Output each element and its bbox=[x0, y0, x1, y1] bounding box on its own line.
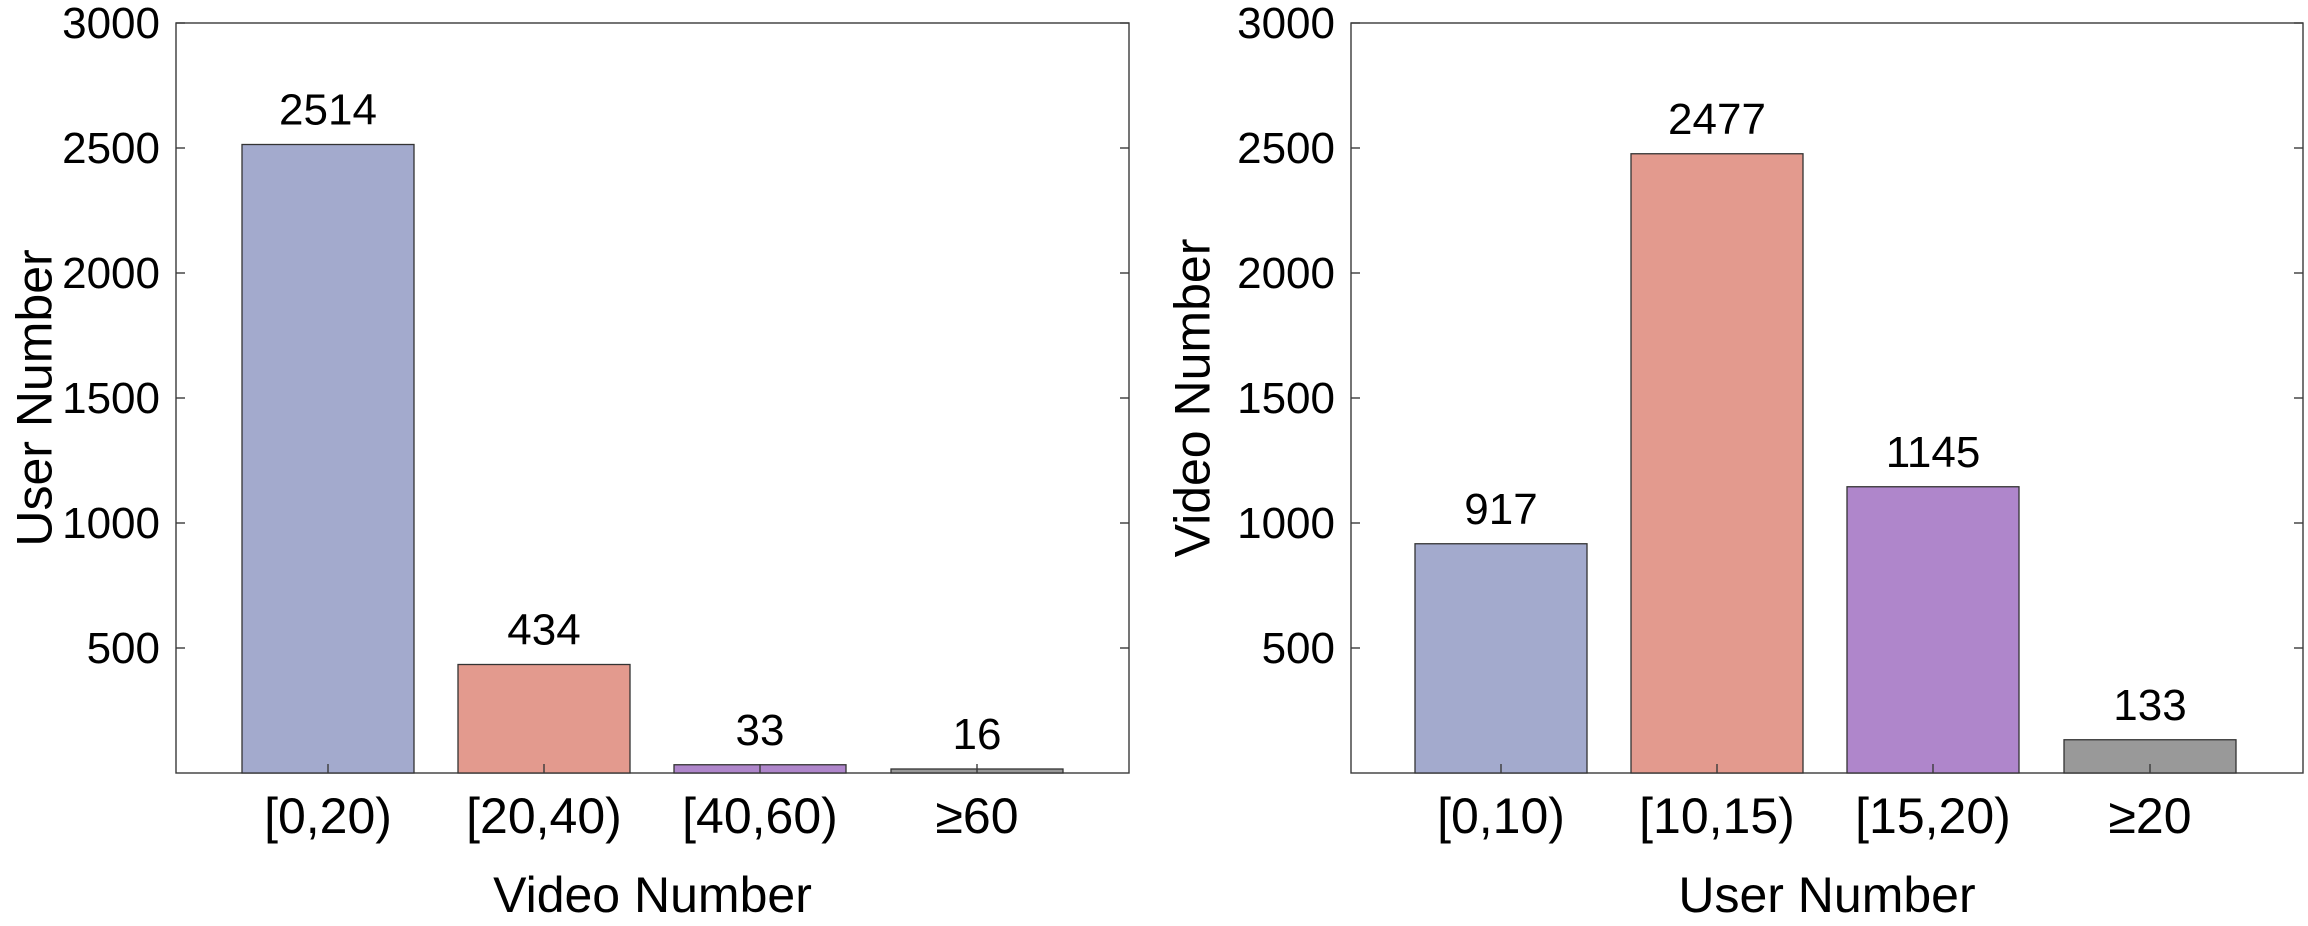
x-tick-label: [40,60) bbox=[682, 788, 838, 844]
chart-panel-left: 500 1000 1500 2000 2500 3000 2514 [0,20) 434 [20,… bbox=[7, 0, 1130, 923]
y-tick-label: 500 bbox=[87, 624, 160, 673]
y-tick-label: 1500 bbox=[1237, 374, 1335, 423]
x-tick-label: [0,10) bbox=[1437, 788, 1565, 844]
bar bbox=[1846, 486, 2020, 774]
x-tick-label: [20,40) bbox=[466, 788, 622, 844]
bar-value-label: 16 bbox=[953, 710, 1002, 759]
bar bbox=[1630, 153, 1804, 774]
chart-panel-right: 500 1000 1500 2000 2500 3000 917 [0,10) 2477 [10,… bbox=[1165, 0, 2304, 923]
bar-value-label: 917 bbox=[1464, 485, 1537, 534]
y-tick-label: 3000 bbox=[1237, 0, 1335, 48]
bar bbox=[457, 663, 631, 774]
x-tick-label: ≥60 bbox=[935, 788, 1018, 844]
y-tick-label: 1500 bbox=[62, 374, 160, 423]
y-tick-label: 3000 bbox=[62, 0, 160, 48]
y-axis-title: User Number bbox=[7, 249, 63, 546]
y-tick-label: 2000 bbox=[62, 249, 160, 298]
x-axis-title: Video Number bbox=[493, 867, 812, 923]
y-tick-label: 1000 bbox=[1237, 499, 1335, 548]
x-tick-label: ≥20 bbox=[2108, 788, 2191, 844]
bar-value-label: 33 bbox=[736, 706, 785, 755]
bar-value-label: 2477 bbox=[1668, 95, 1766, 144]
y-tick-label: 2500 bbox=[62, 124, 160, 173]
y-axis-title: Video Number bbox=[1165, 239, 1221, 558]
y-tick-label: 2500 bbox=[1237, 124, 1335, 173]
bar-value-label: 1145 bbox=[1886, 428, 1981, 477]
bar-value-label: 2514 bbox=[279, 86, 377, 135]
y-tick-label: 1000 bbox=[62, 499, 160, 548]
bar-value-label: 434 bbox=[507, 606, 580, 655]
bar-value-label: 133 bbox=[2113, 681, 2186, 730]
x-tick-label: [15,20) bbox=[1855, 788, 2011, 844]
y-tick-label: 500 bbox=[1262, 624, 1335, 673]
x-axis-title: User Number bbox=[1678, 867, 1975, 923]
bar bbox=[1414, 543, 1588, 774]
x-tick-label: [0,20) bbox=[264, 788, 392, 844]
y-tick-label: 2000 bbox=[1237, 249, 1335, 298]
x-tick-label: [10,15) bbox=[1639, 788, 1795, 844]
bar bbox=[241, 143, 415, 774]
